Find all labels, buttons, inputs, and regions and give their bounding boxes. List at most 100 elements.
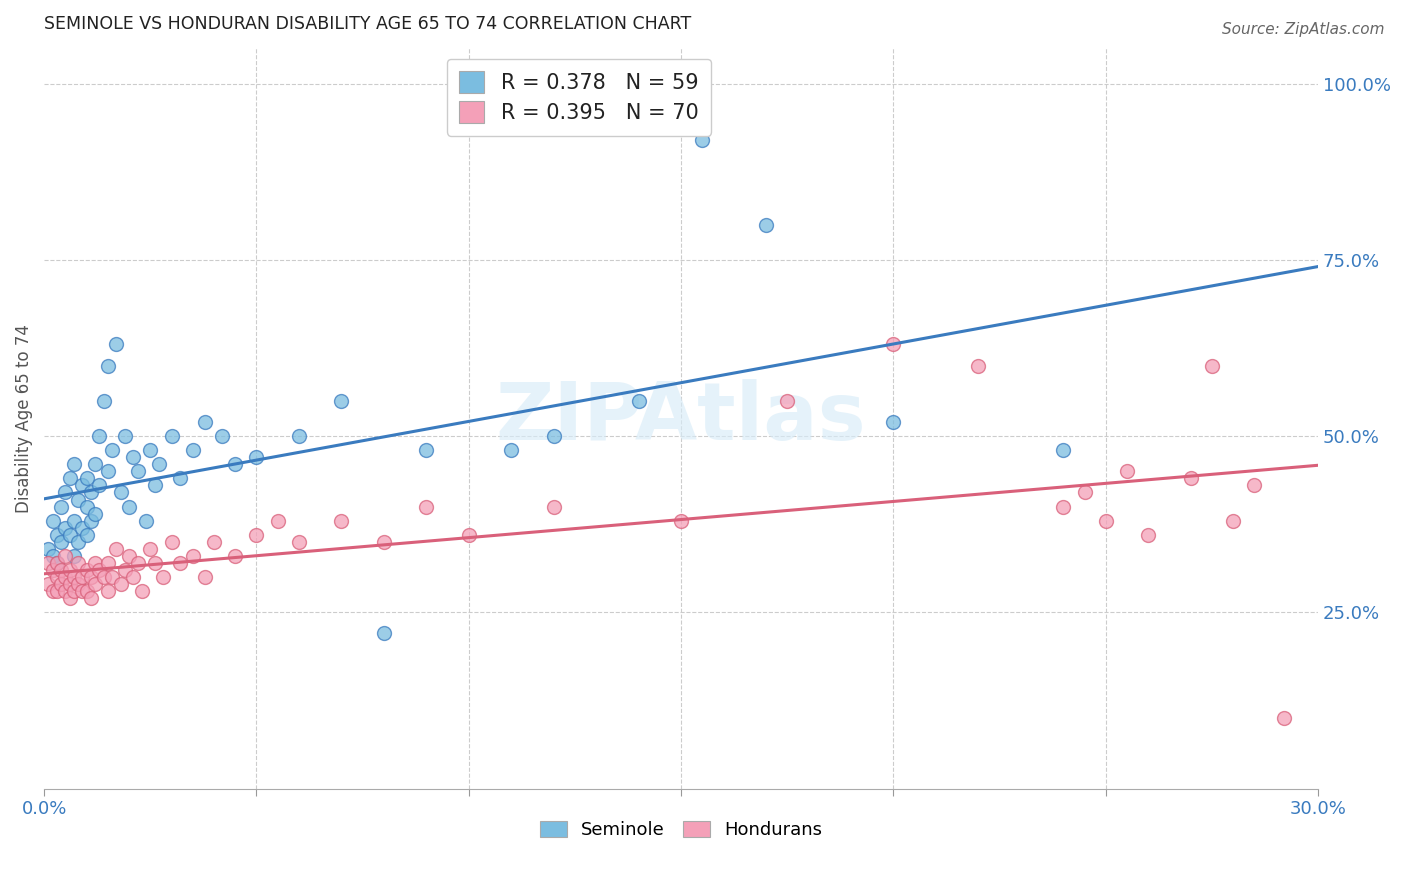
Point	[37, 556, 59, 570]
Point	[457, 528, 479, 542]
Point	[76, 563, 98, 577]
Point	[135, 514, 157, 528]
Point	[118, 549, 141, 563]
Point	[80, 485, 103, 500]
Point	[58, 563, 80, 577]
Point	[543, 500, 565, 514]
Text: SEMINOLE VS HONDURAN DISABILITY AGE 65 TO 74 CORRELATION CHART: SEMINOLE VS HONDURAN DISABILITY AGE 65 T…	[44, 15, 692, 33]
Point	[882, 415, 904, 429]
Point	[131, 584, 153, 599]
Point	[58, 577, 80, 591]
Point	[53, 570, 76, 584]
Point	[543, 429, 565, 443]
Point	[1201, 359, 1223, 373]
Point	[122, 450, 145, 465]
Point	[45, 584, 67, 599]
Point	[97, 359, 120, 373]
Point	[63, 570, 86, 584]
Point	[169, 556, 191, 570]
Point	[49, 534, 72, 549]
Point	[110, 577, 132, 591]
Point	[45, 570, 67, 584]
Point	[37, 577, 59, 591]
Point	[373, 534, 395, 549]
Point	[194, 570, 217, 584]
Point	[41, 563, 63, 577]
Point	[45, 556, 67, 570]
Point	[114, 563, 136, 577]
Point	[89, 478, 111, 492]
Point	[160, 534, 183, 549]
Point	[63, 514, 86, 528]
Point	[45, 528, 67, 542]
Point	[84, 556, 107, 570]
Point	[415, 500, 437, 514]
Point	[152, 570, 174, 584]
Point	[139, 541, 162, 556]
Point	[148, 458, 170, 472]
Point	[1094, 514, 1116, 528]
Point	[105, 541, 128, 556]
Point	[127, 556, 149, 570]
Point	[84, 507, 107, 521]
Point	[755, 218, 778, 232]
Text: Source: ZipAtlas.com: Source: ZipAtlas.com	[1222, 22, 1385, 37]
Point	[127, 464, 149, 478]
Point	[80, 570, 103, 584]
Point	[110, 485, 132, 500]
Point	[76, 528, 98, 542]
Point	[84, 458, 107, 472]
Point	[41, 584, 63, 599]
Point	[288, 429, 311, 443]
Point	[181, 549, 204, 563]
Point	[330, 514, 353, 528]
Point	[63, 549, 86, 563]
Point	[501, 443, 523, 458]
Point	[776, 393, 799, 408]
Point	[143, 478, 166, 492]
Point	[84, 577, 107, 591]
Point	[67, 492, 90, 507]
Point	[101, 570, 124, 584]
Point	[37, 541, 59, 556]
Point	[224, 458, 246, 472]
Point	[89, 429, 111, 443]
Point	[627, 393, 650, 408]
Point	[1180, 471, 1202, 485]
Point	[67, 556, 90, 570]
Point	[669, 514, 692, 528]
Point	[882, 337, 904, 351]
Point	[169, 471, 191, 485]
Point	[72, 570, 94, 584]
Point	[97, 464, 120, 478]
Point	[45, 556, 67, 570]
Point	[41, 514, 63, 528]
Point	[53, 584, 76, 599]
Point	[72, 584, 94, 599]
Point	[80, 514, 103, 528]
Point	[224, 549, 246, 563]
Point	[93, 570, 115, 584]
Point	[118, 500, 141, 514]
Point	[72, 521, 94, 535]
Point	[49, 563, 72, 577]
Point	[93, 393, 115, 408]
Point	[415, 443, 437, 458]
Point	[63, 458, 86, 472]
Point	[1073, 485, 1095, 500]
Point	[53, 485, 76, 500]
Point	[245, 528, 267, 542]
Legend: Seminole, Hondurans: Seminole, Hondurans	[533, 814, 830, 847]
Point	[1116, 464, 1139, 478]
Point	[373, 626, 395, 640]
Point	[1052, 500, 1074, 514]
Point	[41, 549, 63, 563]
Point	[58, 471, 80, 485]
Point	[58, 591, 80, 606]
Point	[101, 443, 124, 458]
Point	[114, 429, 136, 443]
Point	[967, 359, 990, 373]
Point	[202, 534, 225, 549]
Point	[63, 584, 86, 599]
Point	[97, 556, 120, 570]
